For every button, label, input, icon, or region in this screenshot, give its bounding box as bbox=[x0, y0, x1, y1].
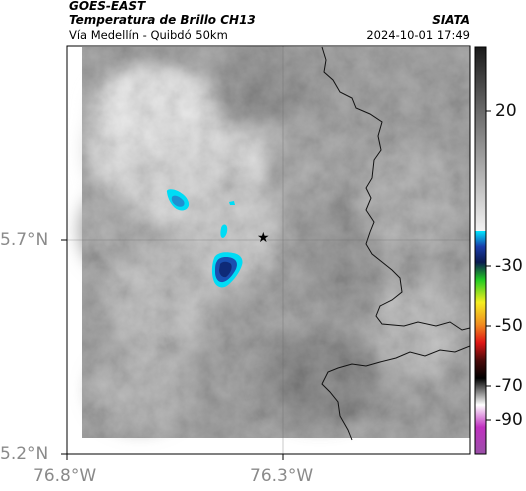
satellite-image bbox=[67, 46, 470, 454]
colorbar-tick-label: -90 bbox=[495, 410, 523, 430]
product-title: Temperatura de Brillo CH13 bbox=[69, 13, 256, 27]
colorbar-tick-label: -70 bbox=[495, 376, 523, 396]
department-boundary-south bbox=[321, 345, 470, 441]
colorbar-tick-label: -50 bbox=[495, 316, 523, 336]
star-icon: ★ bbox=[257, 230, 270, 246]
colorbar-tick-label: -30 bbox=[495, 256, 523, 276]
longitude-label: 76.8°W bbox=[33, 466, 97, 486]
satellite-title: GOES-EAST bbox=[69, 0, 146, 13]
cold-cloud-top-3 bbox=[211, 252, 243, 288]
colorbar bbox=[474, 46, 491, 455]
colorbar-tick-label: 20 bbox=[495, 101, 517, 121]
latitude-label: 5.7°N bbox=[0, 230, 49, 250]
datetime-label: 2024-10-01 17:49 bbox=[366, 28, 470, 42]
organization-label: SIATA bbox=[432, 13, 470, 27]
cold-cloud-top-2 bbox=[220, 201, 235, 238]
department-boundary bbox=[321, 46, 470, 331]
latitude-label: 5.2°N bbox=[0, 444, 49, 464]
route-subtitle: Vía Medellín - Quibdó 50km bbox=[69, 28, 228, 42]
longitude-label: 76.3°W bbox=[250, 466, 314, 486]
cold-cloud-top-1 bbox=[166, 189, 190, 211]
